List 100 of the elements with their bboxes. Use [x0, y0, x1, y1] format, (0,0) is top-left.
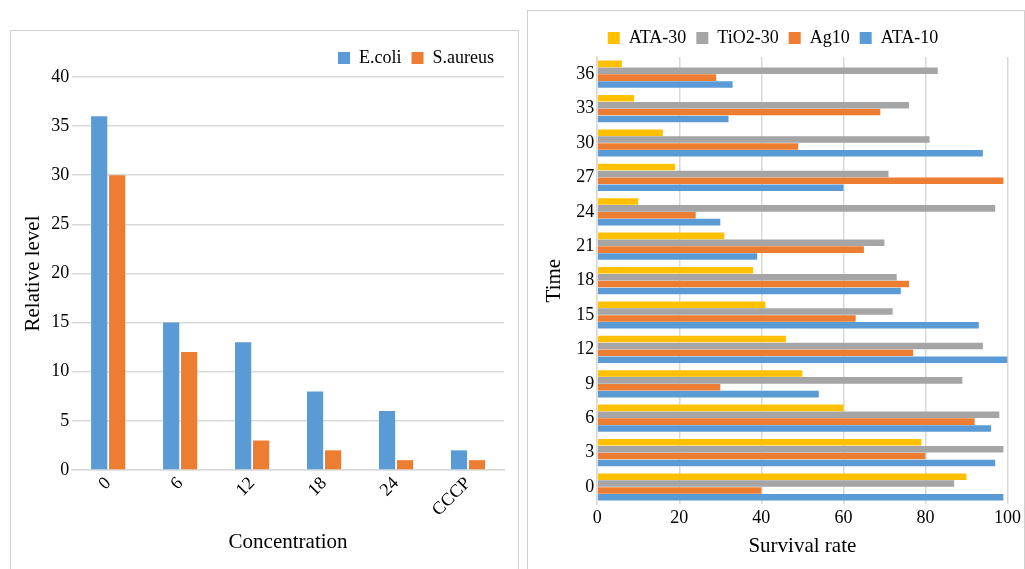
bar: [597, 445, 1004, 453]
bar: [597, 74, 717, 81]
bar: [597, 301, 766, 308]
y-tick-label: 30: [576, 131, 595, 152]
bar: [597, 143, 799, 150]
legend-label: Ag10: [809, 26, 850, 47]
bar: [91, 116, 108, 470]
y-tick-label: 35: [51, 114, 70, 135]
bar: [324, 450, 342, 470]
y-tick-label: 3: [585, 441, 595, 462]
bar: [597, 115, 729, 123]
legend-label: S.aureus: [432, 46, 495, 67]
bar: [597, 342, 983, 350]
bar: [597, 480, 955, 487]
x-axis-title: Concentration: [228, 528, 349, 553]
y-tick-label: 18: [576, 269, 595, 290]
bar: [597, 377, 963, 384]
bar: [597, 487, 762, 494]
y-tick-label: 21: [576, 234, 595, 255]
bar: [597, 473, 967, 480]
bar: [597, 67, 938, 75]
y-tick-label: 30: [51, 163, 70, 184]
x-tick-label: 6: [165, 472, 187, 494]
bar: [597, 411, 1000, 419]
bar: [378, 411, 396, 470]
y-tick-label: 15: [51, 311, 70, 332]
bar: [597, 315, 856, 322]
bar: [163, 322, 180, 470]
bar: [468, 460, 486, 470]
bar: [597, 356, 1008, 363]
bar: [597, 280, 910, 288]
x-tick-label: 60: [834, 506, 853, 527]
bar: [597, 418, 975, 425]
x-tick-label: 20: [670, 506, 689, 527]
bar: [597, 404, 844, 412]
x-tick-label: 12: [231, 472, 259, 500]
bar: [396, 460, 414, 470]
x-tick-label: 18: [303, 472, 331, 500]
bar: [597, 95, 635, 102]
x-axis-title: Survival rate: [748, 532, 857, 557]
x-tick-label: 0: [93, 472, 115, 494]
y-tick-label: 5: [60, 409, 70, 430]
y-tick-label: 36: [576, 62, 595, 83]
bar: [597, 129, 663, 136]
bar: [597, 184, 844, 191]
y-tick-label: 6: [585, 406, 595, 427]
bar: [597, 60, 622, 68]
bar: [597, 163, 676, 171]
y-tick-label: 40: [51, 65, 70, 86]
bar: [597, 370, 803, 377]
bar: [597, 239, 885, 247]
bar: [597, 383, 721, 391]
y-tick-label: 9: [585, 372, 595, 393]
legend-label: E.coli: [359, 46, 402, 67]
bar: [109, 175, 126, 470]
bar: [597, 150, 983, 157]
bar: [597, 322, 979, 329]
bar: [597, 253, 758, 260]
bar: [597, 308, 893, 315]
bar: [597, 494, 1004, 501]
bar: [597, 287, 901, 295]
bar: [253, 440, 270, 470]
bar: [597, 452, 926, 460]
bar: [597, 390, 819, 398]
y-axis-title: Time: [541, 258, 566, 303]
bar: [597, 232, 725, 240]
x-tick-label: 24: [375, 472, 403, 500]
y-tick-label: 15: [576, 303, 595, 324]
bar: [597, 349, 914, 357]
bar: [597, 267, 754, 274]
bar: [597, 211, 696, 219]
bar: [597, 273, 897, 281]
y-axis-title: Relative level: [20, 215, 45, 332]
bar: [450, 450, 468, 470]
bar: [597, 425, 992, 432]
bar: [597, 246, 864, 253]
bar: [597, 177, 1004, 185]
legend-label: ATA-10: [880, 26, 939, 47]
bar: [597, 459, 996, 467]
x-tick-label: 40: [752, 506, 771, 527]
y-tick-label: 33: [576, 97, 595, 118]
bar: [597, 205, 996, 212]
bar: [181, 352, 198, 470]
y-tick-label: 10: [51, 360, 70, 381]
bar: [597, 335, 786, 343]
bar: [306, 391, 324, 470]
bar: [597, 136, 930, 143]
bar: [597, 198, 639, 205]
bar: [597, 170, 889, 178]
x-tick-label: 80: [916, 506, 935, 527]
bar: [597, 439, 922, 446]
x-tick-label: 100: [994, 506, 1021, 527]
y-tick-label: 24: [576, 200, 595, 221]
bar: [235, 342, 252, 470]
bar: [597, 108, 881, 116]
bar: [597, 218, 721, 226]
legend-label: ATA-30: [628, 26, 687, 47]
y-tick-label: 0: [60, 458, 70, 479]
y-tick-label: 20: [51, 262, 70, 283]
bar: [597, 81, 733, 88]
